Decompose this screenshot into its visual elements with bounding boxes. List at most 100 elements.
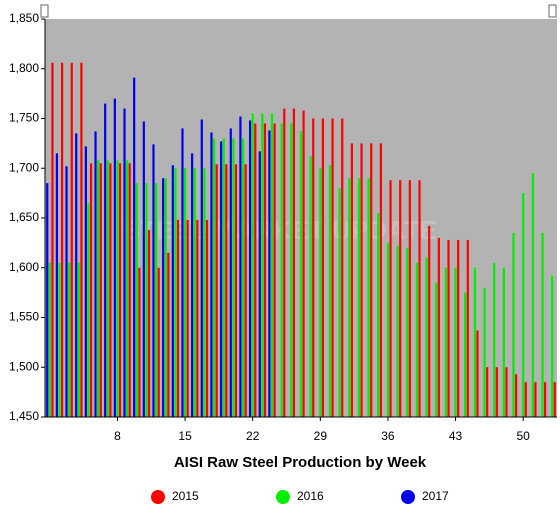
bar (70, 62, 73, 417)
bar (203, 168, 206, 417)
y-tick-label: 1,500 (9, 359, 39, 373)
scroll-handle[interactable] (40, 4, 49, 18)
scroll-handle[interactable] (548, 4, 557, 18)
bar (212, 138, 216, 417)
bar (454, 267, 457, 417)
bar (174, 168, 177, 417)
bar (196, 219, 199, 417)
bar (524, 382, 527, 417)
bar (251, 113, 254, 418)
bar (495, 367, 498, 417)
bar (502, 267, 505, 417)
y-tick-label: 1,650 (9, 210, 39, 224)
x-tick-label: 29 (314, 429, 328, 443)
bar (408, 180, 411, 417)
bar (229, 128, 232, 417)
bar (261, 113, 264, 418)
bar (483, 287, 486, 417)
bar (321, 118, 325, 417)
bar (273, 123, 276, 417)
y-tick-label: 1,800 (9, 61, 39, 75)
bar (399, 180, 402, 417)
bar (428, 225, 431, 417)
bar (466, 239, 469, 417)
bar (106, 160, 109, 418)
bar (55, 153, 58, 417)
bar (220, 141, 223, 417)
bar (435, 282, 438, 417)
bar (48, 262, 51, 417)
bar (99, 163, 102, 417)
bar (94, 131, 97, 417)
bar (193, 168, 196, 417)
bar (118, 163, 122, 417)
bar (534, 382, 537, 417)
bar (145, 183, 148, 417)
bar (268, 130, 271, 417)
bar (493, 262, 496, 417)
bar (447, 239, 450, 417)
bar (58, 262, 61, 417)
bar (210, 132, 213, 417)
bar (283, 108, 286, 418)
bar (225, 164, 228, 417)
bar (350, 143, 354, 417)
bar (367, 178, 370, 417)
x-tick-label: 43 (449, 429, 463, 443)
bar (476, 330, 479, 417)
bar (406, 247, 409, 417)
bar (162, 178, 165, 417)
bar (328, 165, 332, 417)
y-tick-label: 1,750 (9, 111, 39, 125)
bar (389, 180, 392, 417)
bar (379, 143, 382, 417)
bar (396, 245, 399, 417)
y-tick-label: 1,600 (9, 260, 39, 274)
bar (312, 118, 315, 417)
bar (319, 168, 322, 417)
legend-marker (401, 490, 415, 504)
bar (292, 108, 296, 418)
bar (147, 229, 151, 417)
bar (263, 123, 267, 417)
bar (77, 262, 80, 417)
bar (84, 146, 87, 418)
bar (444, 267, 448, 417)
bar (116, 160, 119, 418)
chart-title: AISI Raw Steel Production by Week (174, 454, 427, 471)
bar (541, 232, 544, 417)
bar (512, 232, 515, 417)
bar (258, 151, 261, 417)
bar (486, 367, 489, 417)
bar (415, 262, 419, 417)
legend-label: 2016 (297, 489, 324, 503)
bar (457, 239, 460, 417)
bar (473, 267, 476, 417)
bar (290, 123, 293, 417)
bar (270, 113, 274, 418)
bar (80, 62, 83, 417)
bar (97, 160, 100, 418)
bar (164, 178, 167, 417)
bar (553, 382, 556, 417)
bar (135, 183, 138, 417)
bar (157, 267, 160, 417)
bar (360, 143, 363, 417)
bar (176, 219, 180, 417)
bar (167, 252, 170, 417)
bar (437, 237, 440, 417)
marks (46, 62, 556, 418)
y-tick-label: 1,850 (9, 11, 39, 25)
x-tick-label: 36 (381, 429, 395, 443)
bar (128, 163, 131, 417)
bar (154, 183, 158, 417)
bar (241, 138, 245, 417)
bar (515, 374, 518, 417)
legend-marker (276, 490, 290, 504)
bar (200, 119, 203, 418)
x-tick-label: 22 (246, 429, 260, 443)
bar (234, 164, 238, 417)
bar (109, 163, 112, 417)
bar (248, 120, 252, 418)
